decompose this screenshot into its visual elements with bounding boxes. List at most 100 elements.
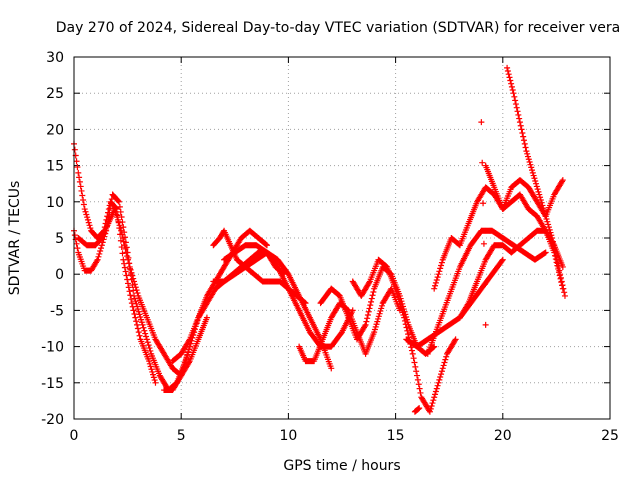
data-point [80,201,87,208]
data-point [133,318,140,325]
data-point [432,279,439,286]
data-point [134,306,141,313]
data-point [531,175,538,182]
data-point [73,240,80,247]
data-point [398,306,405,313]
data-point [395,296,402,303]
data-point [365,308,372,315]
data-point [183,354,190,361]
data-point [134,325,141,332]
data-point [543,215,550,222]
data-point [513,104,520,111]
series-track-b [71,191,198,394]
data-point [511,93,518,100]
data-point [376,310,383,317]
data-point [107,200,114,207]
data-point [116,203,123,210]
data-point [560,285,567,292]
data-point [151,377,158,384]
data-point [438,368,445,375]
data-point [146,345,153,352]
data-point [401,317,408,324]
data-point [132,314,139,321]
data-point [136,311,143,318]
data-point [399,309,406,316]
data-point [184,351,191,358]
data-point [498,257,505,264]
data-point [95,253,102,260]
data-point [185,346,192,353]
data-point [76,178,83,185]
data-point [548,232,555,239]
data-point [427,405,434,412]
data-point [84,216,91,223]
data-point [150,371,157,378]
data-point [545,221,552,228]
data-point [553,253,560,260]
data-point [506,74,513,81]
data-point [80,196,87,203]
data-point [111,206,118,213]
data-point [393,288,400,295]
chart-title: Day 270 of 2024, Sidereal Day-to-day VTE… [56,20,620,36]
data-point [530,172,537,179]
data-point [509,87,516,94]
data-point [550,242,557,249]
data-point [182,356,189,363]
data-point [403,324,410,331]
data-point [79,192,86,199]
y-tick-label: -20 [41,412,64,428]
data-point [178,369,185,376]
data-point [375,315,382,322]
data-point [435,271,442,278]
data-point [396,298,403,305]
data-point [432,282,439,289]
data-point [77,183,84,190]
data-point [547,229,554,236]
data-point [523,148,530,155]
data-point [507,77,514,84]
data-point [559,177,566,184]
data-point [440,362,447,369]
series-track-m [424,227,549,357]
data-point [431,394,438,401]
data-point [552,249,559,256]
data-point [87,225,94,232]
data-point [127,266,134,273]
data-point [437,265,444,272]
data-points [71,64,568,415]
data-point [527,161,534,168]
data-point [146,360,153,367]
data-point [112,208,119,215]
data-point [553,256,560,263]
data-point [434,382,441,389]
data-point [263,242,270,249]
data-point [82,208,89,215]
y-tick-label: 5 [55,231,64,247]
data-point [133,300,140,307]
data-point [136,332,143,339]
data-point [519,130,526,137]
data-point [75,169,82,176]
data-point [452,336,459,343]
data-point [370,288,377,295]
data-point [74,164,81,171]
data-point [94,256,101,263]
data-point [177,373,184,380]
data-point [414,376,421,383]
data-point [534,186,541,193]
data-point [371,329,378,336]
data-point [78,187,85,194]
data-point [480,240,487,247]
data-point [116,198,123,205]
data-point [139,321,146,328]
x-tick-label: 10 [279,428,297,444]
data-point [432,388,439,395]
data-point [438,259,445,266]
data-point [415,405,422,412]
x-tick-label: 5 [177,428,186,444]
series-track-r [411,119,489,415]
data-point [98,245,105,252]
data-point [71,146,78,153]
data-point [392,285,399,292]
